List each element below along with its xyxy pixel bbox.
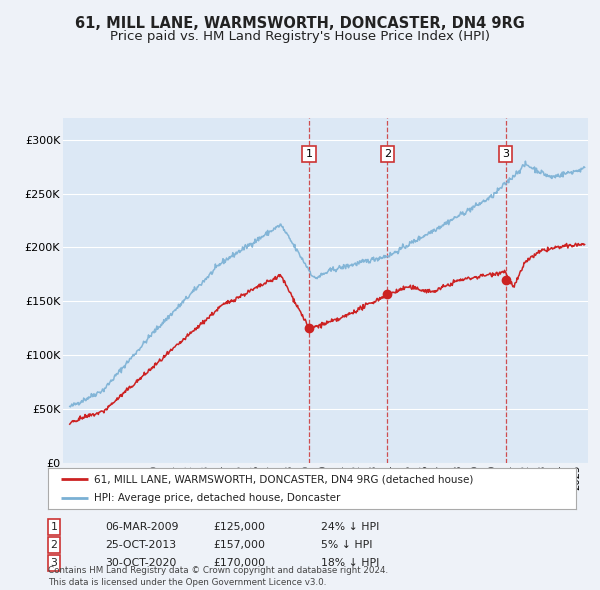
Text: 5% ↓ HPI: 5% ↓ HPI: [321, 540, 373, 550]
Text: 2: 2: [50, 540, 58, 550]
Text: Price paid vs. HM Land Registry's House Price Index (HPI): Price paid vs. HM Land Registry's House …: [110, 30, 490, 43]
Text: 1: 1: [305, 149, 313, 159]
Text: HPI: Average price, detached house, Doncaster: HPI: Average price, detached house, Donc…: [94, 493, 341, 503]
Text: 61, MILL LANE, WARMSWORTH, DONCASTER, DN4 9RG (detached house): 61, MILL LANE, WARMSWORTH, DONCASTER, DN…: [94, 474, 474, 484]
Text: 2: 2: [384, 149, 391, 159]
Text: 3: 3: [502, 149, 509, 159]
Text: £170,000: £170,000: [213, 559, 265, 568]
Text: 1: 1: [50, 522, 58, 532]
Text: £125,000: £125,000: [213, 522, 265, 532]
Text: 30-OCT-2020: 30-OCT-2020: [105, 559, 176, 568]
Text: 18% ↓ HPI: 18% ↓ HPI: [321, 559, 379, 568]
Text: 61, MILL LANE, WARMSWORTH, DONCASTER, DN4 9RG: 61, MILL LANE, WARMSWORTH, DONCASTER, DN…: [75, 16, 525, 31]
Text: 25-OCT-2013: 25-OCT-2013: [105, 540, 176, 550]
Text: £157,000: £157,000: [213, 540, 265, 550]
Text: 24% ↓ HPI: 24% ↓ HPI: [321, 522, 379, 532]
Text: Contains HM Land Registry data © Crown copyright and database right 2024.
This d: Contains HM Land Registry data © Crown c…: [48, 566, 388, 587]
Text: 06-MAR-2009: 06-MAR-2009: [105, 522, 179, 532]
Text: 3: 3: [50, 559, 58, 568]
